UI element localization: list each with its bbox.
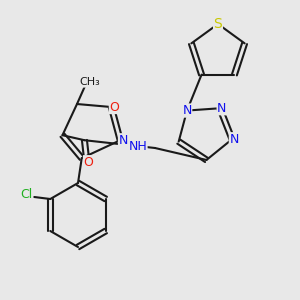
Text: O: O [83, 156, 93, 169]
Text: N: N [230, 133, 239, 146]
Text: S: S [214, 17, 222, 31]
Text: NH: NH [128, 140, 147, 152]
Text: N: N [118, 134, 128, 147]
Text: CH₃: CH₃ [80, 77, 100, 87]
Text: O: O [109, 100, 119, 113]
Text: Cl: Cl [20, 188, 32, 202]
Text: N: N [182, 104, 192, 117]
Text: N: N [217, 102, 226, 115]
